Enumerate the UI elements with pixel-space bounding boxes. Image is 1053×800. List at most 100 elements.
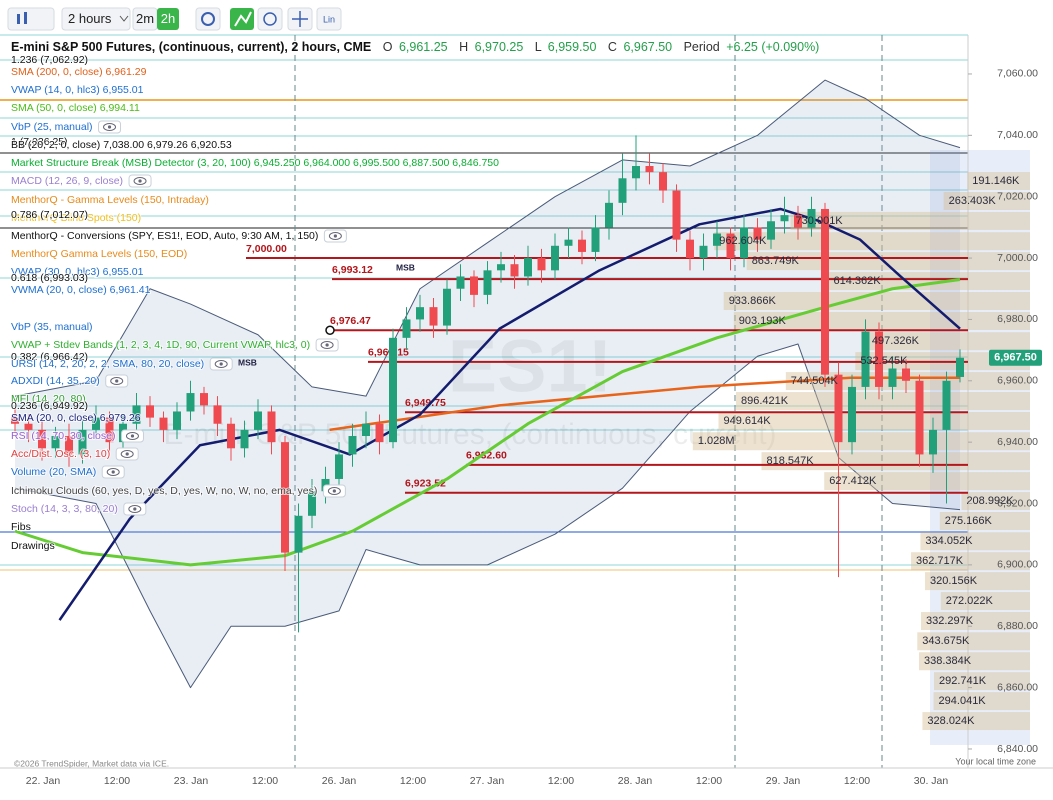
eye-icon: [106, 468, 120, 476]
level-label: 7,000.00: [246, 243, 287, 255]
candle-body: [173, 411, 181, 430]
x-tick-label: 12:00: [696, 775, 722, 787]
candle-body: [267, 411, 276, 443]
volume-profile-label: 362.717K: [916, 555, 964, 567]
volume-profile-label: 294.041K: [939, 695, 987, 707]
chart-type-button[interactable]: [7, 7, 55, 31]
candle-body: [753, 227, 762, 240]
volume-profile-bar: [824, 472, 1030, 491]
x-tick-label: 29. Jan: [766, 775, 801, 787]
x-tick-label: 12:00: [252, 775, 278, 787]
volume-profile-bar: [718, 411, 1030, 430]
x-tick-label: 27. Jan: [470, 775, 505, 787]
level-label: 6,976.47: [330, 315, 371, 327]
candle-body: [686, 239, 694, 259]
quote-key: H: [459, 40, 468, 54]
legend-item: Market Structure Break (MSB) Detector (3…: [11, 157, 499, 169]
volume-profile-label: 334.052K: [925, 535, 973, 547]
candle-body: [38, 429, 46, 449]
volume-profile-label: 744.504K: [791, 375, 839, 387]
candle-body: [510, 264, 519, 277]
eye-icon: [115, 379, 119, 383]
candle-body: [105, 417, 114, 443]
legend-item: BB (20, 2, 0, close) 7,038.00 6,979.26 6…: [11, 139, 232, 151]
candle-body: [402, 319, 411, 338]
last-price-label: 6,967.50: [994, 352, 1037, 364]
x-tick-label: 28. Jan: [618, 775, 653, 787]
interval-button-active[interactable]: [157, 8, 179, 30]
eye-icon: [320, 341, 334, 349]
quote-key: O: [383, 40, 393, 54]
legend-item: MenthorQ - Gamma Levels (150, Intraday): [11, 194, 209, 206]
time-button[interactable]: [257, 7, 283, 31]
indicator-line: [329, 376, 960, 432]
volume-profile-bar: [911, 552, 1030, 571]
toolbar: 2 hours 2m 2h Lin: [7, 7, 342, 31]
candle-body: [875, 331, 883, 387]
candle-body: [146, 405, 154, 418]
y-tick-label: 6,920.00: [997, 497, 1038, 509]
eye-icon: [327, 487, 341, 495]
volume-profile-bar: [866, 332, 1030, 351]
quote-value: 6,970.25: [475, 40, 524, 54]
band-fill: [15, 80, 960, 688]
legend-item: VWAP (14, 0, hlc3) 6,955.01: [11, 84, 144, 96]
volume-profile-label: 338.384K: [924, 655, 972, 667]
y-tick-label: 6,860.00: [997, 681, 1038, 693]
candle-body: [551, 245, 559, 271]
candle-body: [416, 307, 424, 320]
icon: [234, 11, 252, 27]
legend-item: SMA (20, 0, close) 6,979.26: [11, 412, 141, 424]
scale-button[interactable]: [316, 7, 342, 31]
x-tick-label: 12:00: [844, 775, 870, 787]
indicator-line: [14, 278, 961, 567]
candle-body: [186, 393, 195, 412]
legend-item: 1.236 (7,062.92): [11, 54, 88, 66]
legend-item: Stoch (14, 3, 3, 80, 20): [11, 503, 118, 515]
volume-profile-label: 896.421K: [741, 395, 789, 407]
legend-item: ADXDI (14, 35, 20): [11, 375, 100, 387]
quote-key: C: [608, 40, 617, 54]
period-label: Period: [684, 40, 720, 54]
candle-body: [861, 331, 870, 387]
eye-icon: [103, 123, 117, 131]
y-tick-label: 6,940.00: [997, 436, 1038, 448]
volume-profile-bar: [723, 292, 1030, 311]
candle-body: [24, 423, 33, 430]
candle-body: [821, 208, 829, 375]
volume-profile-bar: [714, 232, 1030, 251]
volume-profile-label: 292.741K: [939, 675, 987, 687]
x-tick-label: 12:00: [104, 775, 130, 787]
legend-item: SMA (200, 0, close) 6,961.29: [11, 66, 147, 78]
period-change: +6.25 (+0.090%): [726, 40, 819, 54]
candle-body: [794, 215, 802, 228]
legend-item: Volume (20, SMA): [11, 466, 96, 478]
settings-button[interactable]: [195, 7, 221, 31]
volume-profile-bar: [790, 211, 1030, 230]
candle-body: [254, 411, 262, 430]
eye-icon: [333, 234, 337, 238]
indicator-button[interactable]: [230, 8, 254, 30]
y-tick-label: 7,020.00: [997, 190, 1038, 202]
chart-title: E-mini S&P 500 Futures, (continuous, cur…: [11, 40, 371, 54]
quote-key: L: [535, 40, 542, 54]
interval-select[interactable]: [61, 7, 131, 31]
interval-button-label: 2m: [136, 11, 154, 26]
volume-profile-bar: [919, 652, 1030, 671]
candle-body: [443, 288, 451, 326]
legend-item: Drawings: [11, 540, 55, 552]
legend-item: 0.236 (6,949.92): [11, 400, 88, 412]
y-tick-label: 7,000.00: [997, 252, 1038, 264]
indicator-line: [58, 207, 961, 621]
legend-item: 0.618 (6,993.03): [11, 272, 88, 284]
quote-value: 6,959.50: [548, 40, 597, 54]
y-tick-label: 6,900.00: [997, 559, 1038, 571]
x-tick-label: 30. Jan: [914, 775, 949, 787]
x-tick-label: 22. Jan: [26, 775, 61, 787]
eye-icon: [120, 450, 134, 458]
candle-body: [902, 368, 910, 381]
volume-profile-label: 532.545K: [860, 355, 908, 367]
